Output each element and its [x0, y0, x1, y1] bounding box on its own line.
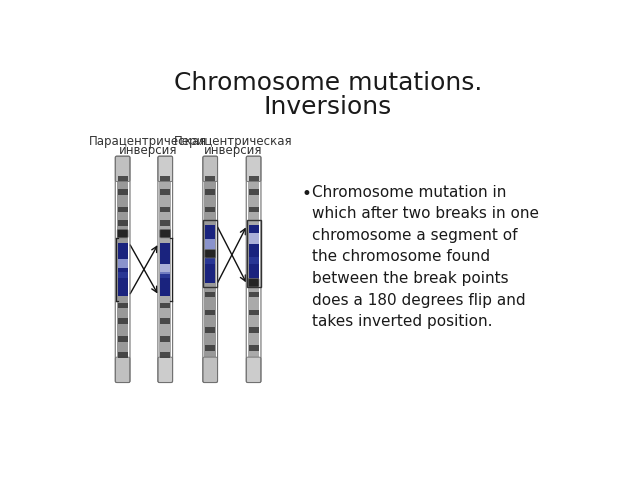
Bar [246, 220, 260, 287]
Bar [160, 303, 170, 309]
Bar [248, 345, 259, 351]
Bar [248, 225, 259, 283]
Bar [118, 189, 127, 194]
Text: инверсия: инверсия [119, 144, 177, 157]
Bar [248, 176, 259, 181]
Bar [118, 336, 127, 342]
Text: Chromosome mutations.: Chromosome mutations. [174, 72, 482, 96]
Bar [160, 176, 170, 181]
FancyBboxPatch shape [205, 250, 216, 258]
Bar [160, 242, 170, 296]
FancyBboxPatch shape [115, 357, 130, 383]
Bar [204, 167, 216, 372]
Bar [118, 176, 127, 181]
Bar [160, 272, 170, 278]
Bar [117, 167, 129, 372]
Bar [118, 272, 127, 278]
Bar [118, 207, 127, 213]
Bar [118, 242, 127, 296]
FancyBboxPatch shape [158, 156, 173, 181]
Bar [248, 167, 259, 372]
FancyBboxPatch shape [203, 156, 218, 181]
Bar [118, 303, 127, 309]
FancyBboxPatch shape [158, 357, 173, 383]
Text: Chromosome mutation in
which after two breaks in one
chromosome a segment of
the: Chromosome mutation in which after two b… [312, 185, 539, 329]
FancyBboxPatch shape [115, 156, 130, 181]
Bar [248, 310, 259, 315]
Bar [248, 292, 259, 297]
Bar [205, 176, 215, 181]
Bar [248, 327, 259, 333]
Bar [160, 264, 170, 274]
Bar [205, 345, 215, 351]
Bar [205, 292, 215, 297]
Text: Парацентрическая: Парацентрическая [89, 134, 207, 148]
Bar [118, 318, 127, 324]
Bar [118, 220, 127, 226]
FancyBboxPatch shape [248, 278, 259, 287]
Bar [248, 257, 259, 264]
FancyBboxPatch shape [246, 357, 261, 383]
Bar [205, 225, 215, 283]
Bar [160, 220, 170, 226]
Bar [159, 167, 171, 372]
FancyBboxPatch shape [246, 156, 261, 181]
Bar [160, 207, 170, 213]
Bar [248, 233, 259, 244]
Bar [205, 189, 215, 194]
Bar [204, 220, 217, 287]
Bar [248, 207, 259, 213]
FancyBboxPatch shape [117, 229, 128, 238]
Bar [205, 257, 215, 264]
Bar [205, 239, 215, 250]
Bar [205, 310, 215, 315]
Bar [160, 318, 170, 324]
Bar [160, 336, 170, 342]
Bar [118, 352, 127, 358]
Bar [160, 352, 170, 358]
Text: инверсия: инверсия [204, 144, 262, 157]
FancyBboxPatch shape [203, 357, 218, 383]
FancyBboxPatch shape [160, 229, 171, 238]
Bar [205, 327, 215, 333]
Text: •: • [301, 185, 312, 203]
Bar [205, 207, 215, 213]
Bar [248, 189, 259, 194]
Text: Inversions: Inversions [264, 95, 392, 119]
Bar [118, 259, 127, 268]
Bar [160, 189, 170, 194]
Text: Перицентрическая: Перицентрическая [174, 134, 292, 148]
